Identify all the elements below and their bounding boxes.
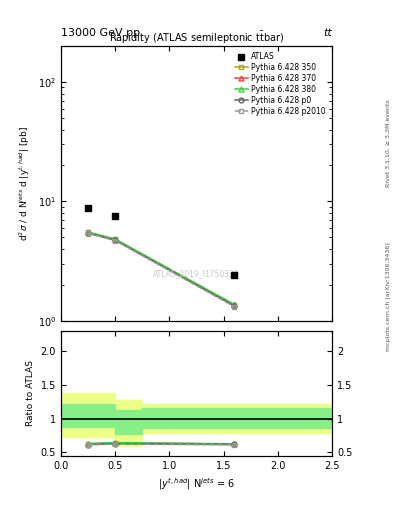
ATLAS [113, 214, 118, 220]
Y-axis label: Ratio to ATLAS: Ratio to ATLAS [26, 360, 35, 426]
Pythia 6.428 350 [113, 237, 118, 243]
Text: Rivet 3.1.10, ≥ 3.3M events: Rivet 3.1.10, ≥ 3.3M events [386, 99, 391, 187]
Line: Pythia 6.428 380: Pythia 6.428 380 [86, 229, 237, 307]
Legend: ATLAS, Pythia 6.428 350, Pythia 6.428 370, Pythia 6.428 380, Pythia 6.428 p0, Py: ATLAS, Pythia 6.428 350, Pythia 6.428 37… [232, 50, 328, 118]
Line: ATLAS: ATLAS [84, 205, 238, 279]
Y-axis label: d$^2\sigma$ / d N$^{jets}$ d |y$^{t,had}$| [pb]: d$^2\sigma$ / d N$^{jets}$ d |y$^{t,had}… [18, 126, 32, 241]
ATLAS [232, 272, 237, 279]
Title: Rapidity (ATLAS semileptonic t$\bar{\rm t}$bar): Rapidity (ATLAS semileptonic t$\bar{\rm … [109, 30, 284, 46]
Pythia 6.428 380 [86, 229, 90, 235]
Line: Pythia 6.428 p2010: Pythia 6.428 p2010 [86, 231, 237, 309]
Pythia 6.428 370 [113, 237, 118, 243]
ATLAS [86, 205, 90, 211]
Text: tt: tt [323, 28, 332, 38]
Pythia 6.428 370 [86, 229, 90, 236]
Line: Pythia 6.428 370: Pythia 6.428 370 [86, 230, 237, 308]
Line: Pythia 6.428 p0: Pythia 6.428 p0 [86, 231, 237, 308]
Pythia 6.428 380 [113, 236, 118, 242]
Line: Pythia 6.428 350: Pythia 6.428 350 [86, 230, 237, 308]
Pythia 6.428 p0 [232, 303, 237, 309]
Pythia 6.428 p2010 [86, 230, 90, 237]
X-axis label: $|y^{t,had}|$ N$^{jets}$ = 6: $|y^{t,had}|$ N$^{jets}$ = 6 [158, 476, 235, 492]
Pythia 6.428 p0 [113, 237, 118, 243]
Pythia 6.428 p2010 [232, 304, 237, 310]
Text: 13000 GeV pp: 13000 GeV pp [61, 28, 140, 38]
Pythia 6.428 p2010 [113, 238, 118, 244]
Text: ATLAS_2019_I1750330: ATLAS_2019_I1750330 [153, 270, 240, 279]
Pythia 6.428 370 [232, 302, 237, 308]
Pythia 6.428 350 [86, 229, 90, 236]
Pythia 6.428 380 [232, 302, 237, 308]
Pythia 6.428 p0 [86, 230, 90, 236]
Text: mcplots.cern.ch [arXiv:1306.3436]: mcplots.cern.ch [arXiv:1306.3436] [386, 243, 391, 351]
Pythia 6.428 350 [232, 302, 237, 308]
